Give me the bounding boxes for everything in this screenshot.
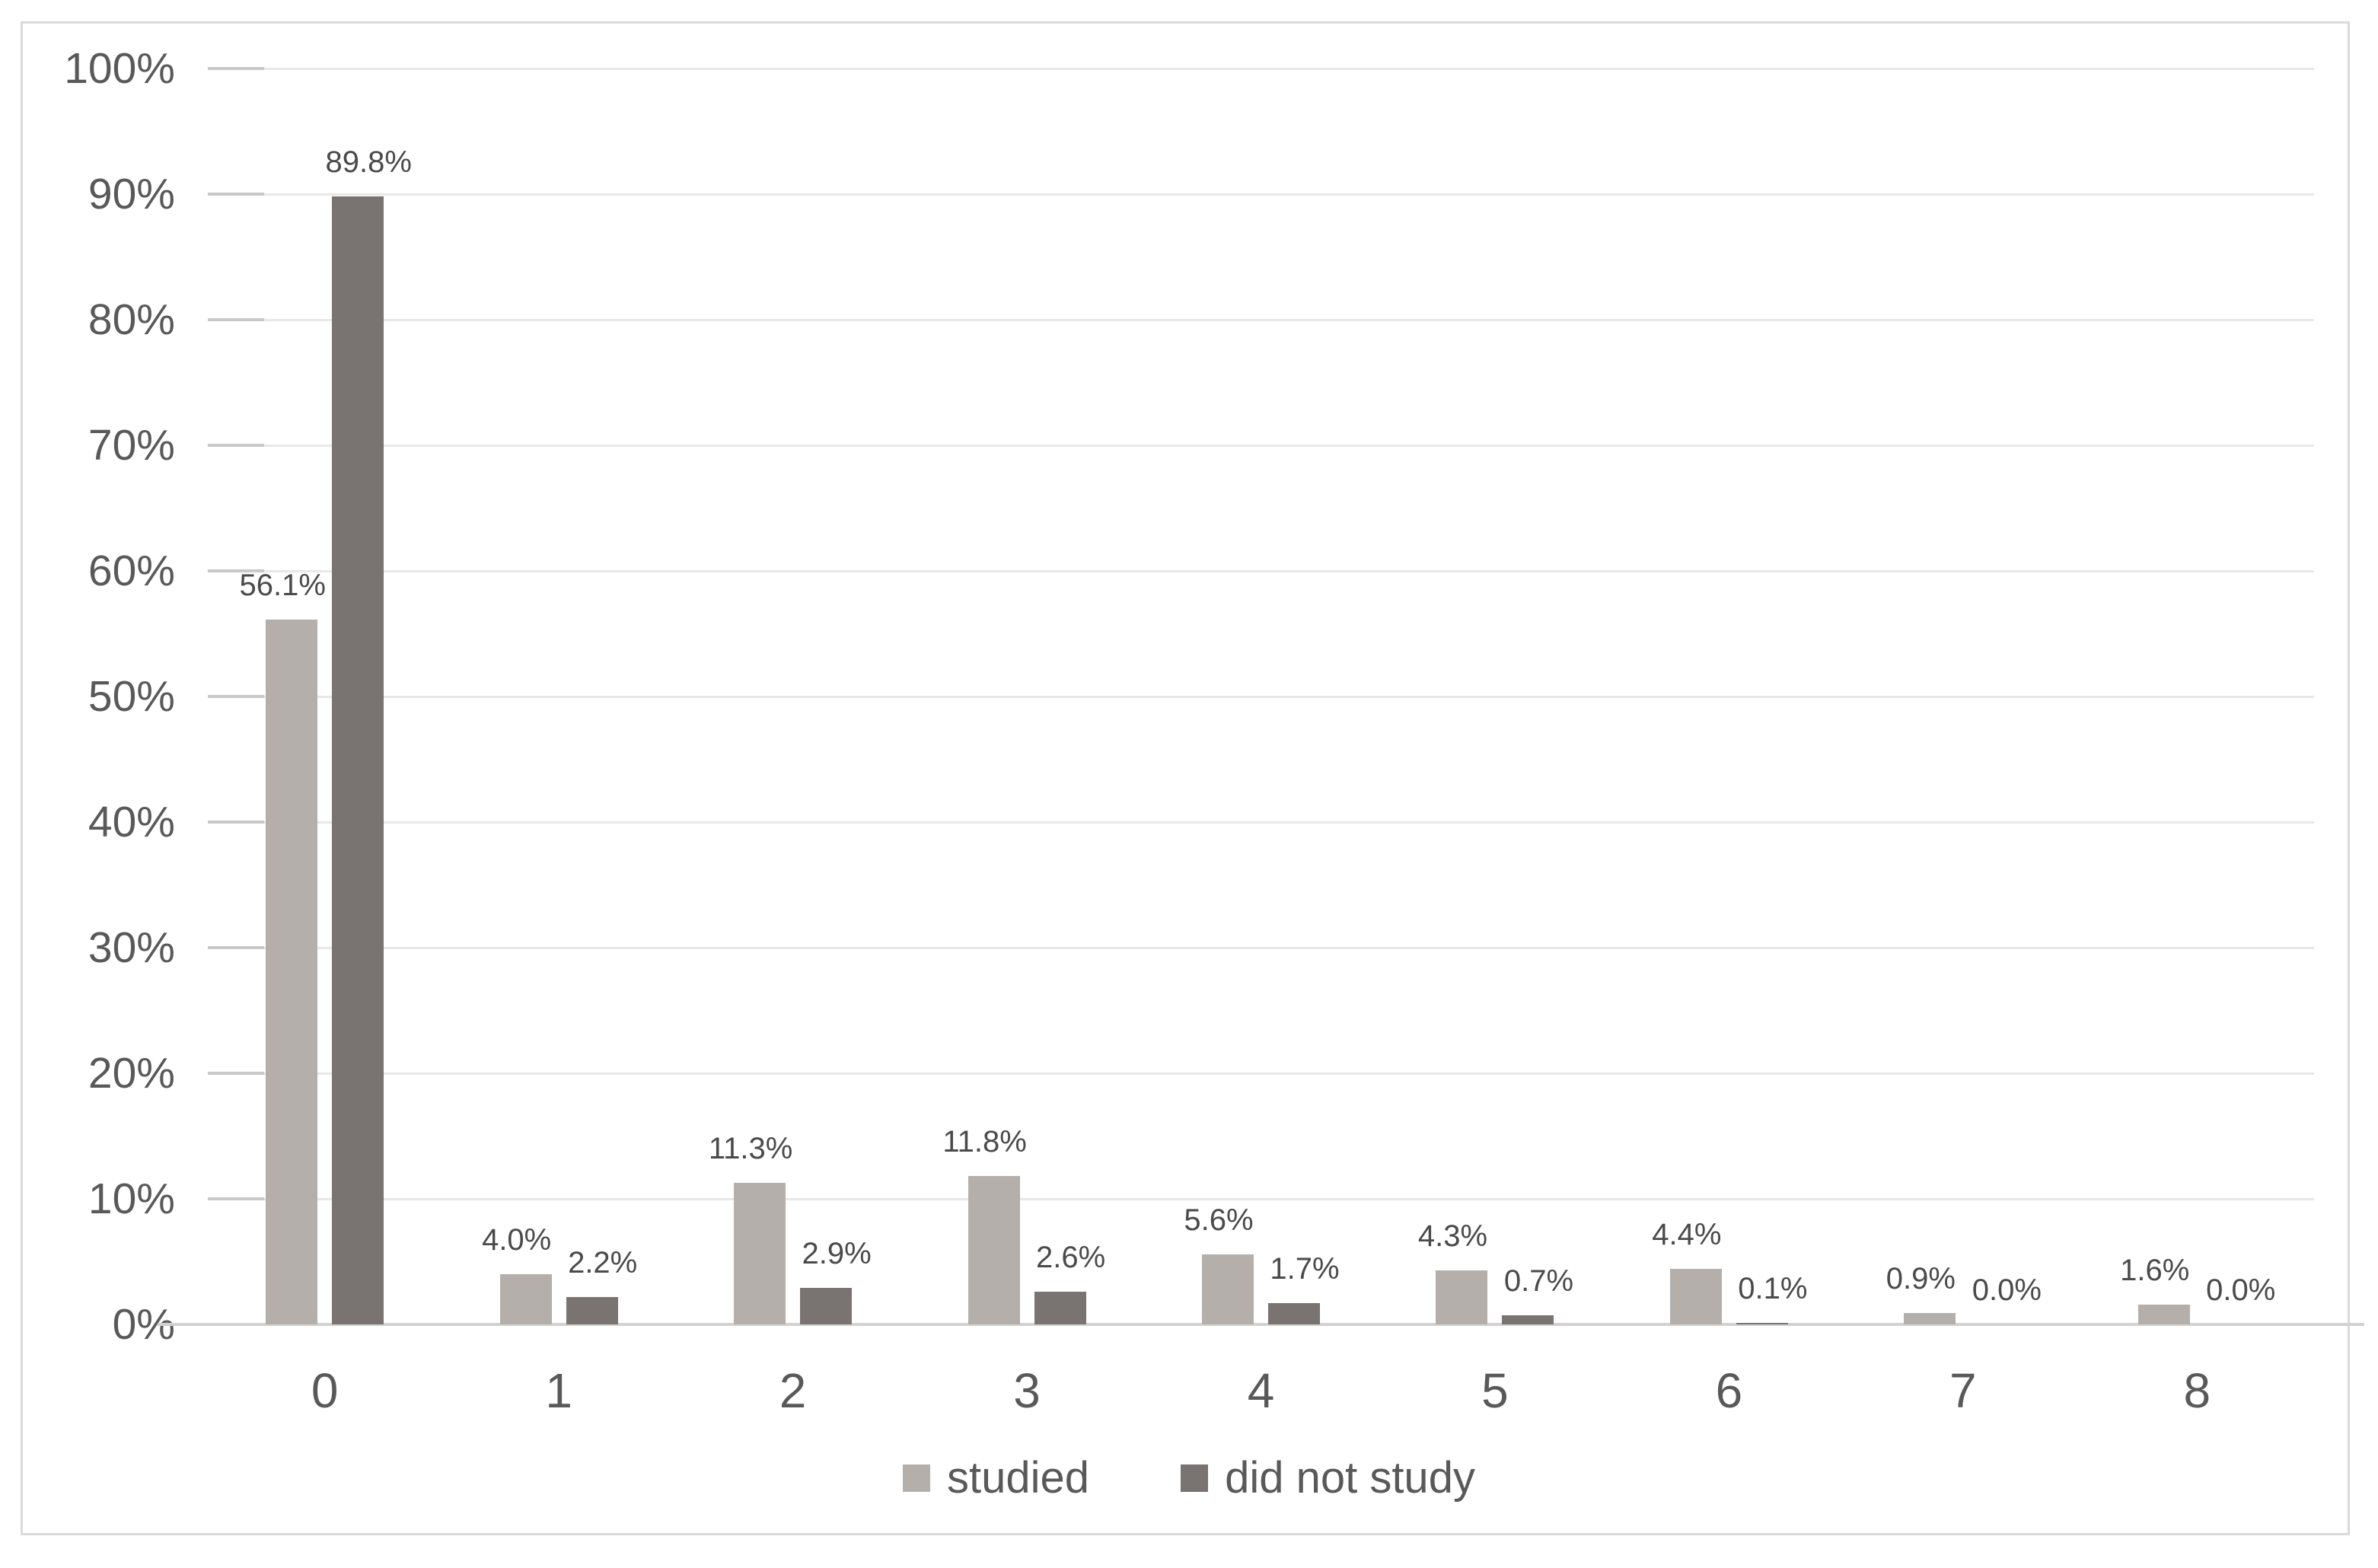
y-axis-label: 10% <box>88 1174 175 1223</box>
x-axis-label: 2 <box>779 1363 807 1418</box>
x-axis-label: 4 <box>1247 1363 1275 1418</box>
y-axis-label: 40% <box>88 798 175 846</box>
x-axis-label: 8 <box>2183 1363 2211 1418</box>
x-axis-label: 0 <box>311 1363 339 1418</box>
bar-did-not-study <box>1736 1323 1788 1324</box>
legend-label-studied: studied <box>947 1453 1090 1503</box>
x-axis-line <box>158 1323 2364 1326</box>
x-axis-label: 5 <box>1481 1363 1509 1418</box>
gridline <box>208 821 2314 824</box>
y-tick <box>208 318 264 321</box>
y-tick <box>208 569 264 572</box>
bar-studied <box>734 1182 786 1324</box>
data-label-studied: 56.1% <box>239 569 326 603</box>
legend-swatch-did-not-study <box>1181 1464 1209 1492</box>
y-tick <box>208 946 264 949</box>
x-axis-label: 1 <box>545 1363 572 1418</box>
bar-did-not-study <box>1502 1315 1554 1324</box>
category-group: 56.1% 89.8% 0 <box>208 69 441 1418</box>
chart-frame <box>21 21 2350 1535</box>
category-group: 4.3% 0.7% 5 <box>1378 69 1611 1418</box>
x-axis-label: 3 <box>1013 1363 1041 1418</box>
gridline <box>208 1072 2314 1075</box>
legend-item-did-not-study: did not study <box>1181 1452 1475 1503</box>
data-label-studied: 11.8% <box>942 1125 1027 1159</box>
gridline <box>208 67 2314 70</box>
y-axis-label: 90% <box>88 170 175 218</box>
bar-did-not-study <box>1267 1302 1320 1324</box>
y-axis-label: 70% <box>88 421 175 470</box>
category-group: 0.9% 0.0% 7 <box>1846 69 2080 1418</box>
category-group: 11.3% 2.9% 2 <box>676 69 910 1418</box>
y-axis-label: 50% <box>88 672 175 721</box>
data-label-did-not-study: 1.7% <box>1270 1251 1340 1286</box>
y-axis-label: 80% <box>88 295 175 344</box>
y-axis-label: 60% <box>88 547 175 595</box>
y-tick <box>208 67 264 70</box>
y-axis-label: 100% <box>64 44 175 93</box>
legend-label-did-not-study: did not study <box>1225 1453 1475 1503</box>
y-tick <box>208 193 264 196</box>
gridline <box>208 946 2314 949</box>
plot-area: 0% 10% 20% 30% 40% 50% 60% 70% 80% 90% 100% 56.1% 89… <box>64 44 2364 1418</box>
data-label-did-not-study: 89.8% <box>325 145 412 180</box>
y-axis-label: 30% <box>88 923 175 972</box>
data-label-studied: 0.9% <box>1886 1262 1956 1296</box>
gridline <box>208 444 2314 447</box>
y-tick <box>208 1197 264 1200</box>
legend-swatch-studied <box>903 1464 931 1492</box>
data-label-did-not-study: 2.9% <box>802 1237 872 1271</box>
bar-studied <box>1669 1269 1722 1324</box>
data-label-studied: 11.3% <box>708 1131 793 1165</box>
category-group: 4.0% 2.2% 1 <box>441 69 675 1418</box>
gridline <box>208 1197 2314 1200</box>
category-group: 1.6% 0.0% 8 <box>2080 69 2314 1418</box>
data-label-did-not-study: 0.0% <box>1972 1273 2042 1307</box>
y-tick <box>208 695 264 698</box>
data-label-studied: 4.3% <box>1417 1219 1488 1254</box>
category-group: 4.4% 0.1% 6 <box>1612 69 1846 1418</box>
data-label-did-not-study: 2.6% <box>1035 1241 1106 1275</box>
bar-studied <box>499 1274 552 1324</box>
bar-did-not-study <box>1034 1292 1086 1324</box>
data-label-did-not-study: 0.1% <box>1738 1272 1808 1306</box>
bar-studied <box>1904 1313 1956 1324</box>
y-tick <box>208 444 264 447</box>
y-tick <box>208 1072 264 1075</box>
bar-did-not-study <box>566 1296 618 1324</box>
data-label-studied: 4.4% <box>1652 1218 1722 1252</box>
y-tick <box>208 821 264 824</box>
data-label-studied: 5.6% <box>1184 1203 1254 1237</box>
category-group: 11.8% 2.6% 3 <box>910 69 1143 1418</box>
bar-studied <box>266 620 318 1324</box>
x-axis-label: 6 <box>1715 1363 1743 1418</box>
bar-studied <box>2137 1304 2190 1324</box>
y-axis-label: 20% <box>88 1049 175 1098</box>
gridline <box>208 695 2314 698</box>
bar-studied <box>967 1176 1020 1324</box>
data-label-did-not-study: 0.7% <box>1503 1264 1574 1299</box>
bar-did-not-study <box>332 196 384 1324</box>
bar-studied <box>1201 1254 1254 1324</box>
data-label-did-not-study: 0.0% <box>2206 1273 2276 1307</box>
data-label-studied: 4.0% <box>482 1223 552 1257</box>
gridline <box>208 569 2314 572</box>
bar-did-not-study <box>800 1288 853 1324</box>
y-axis-label: 0% <box>112 1300 175 1349</box>
legend-item-studied: studied <box>903 1452 1089 1503</box>
legend: studied did not study <box>0 1452 2378 1503</box>
gridline <box>208 318 2314 321</box>
data-label-did-not-study: 2.2% <box>568 1245 638 1280</box>
gridline <box>208 193 2314 196</box>
data-label-studied: 1.6% <box>2120 1253 2190 1287</box>
bar-studied <box>1436 1270 1488 1324</box>
category-group: 5.6% 1.7% 4 <box>1144 69 1378 1418</box>
x-axis-label: 7 <box>1949 1363 1977 1418</box>
